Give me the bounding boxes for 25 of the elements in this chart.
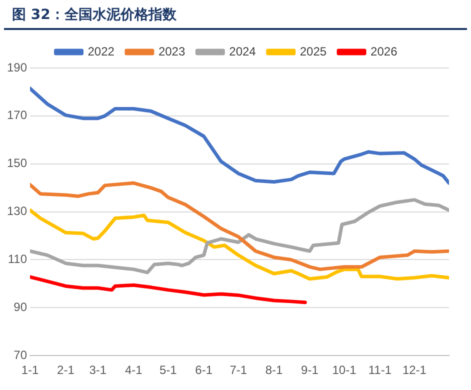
y-tick-label: 130: [6, 204, 28, 218]
x-tick-label: 9-1: [301, 363, 319, 378]
legend-label: 2024: [229, 44, 256, 58]
y-tick-label: 170: [6, 108, 28, 122]
legend-label: 2025: [300, 44, 327, 58]
x-tick-label: 5-1: [159, 363, 178, 378]
x-tick-label: 11-1: [368, 363, 392, 378]
x-tick-label: 2-1: [57, 363, 75, 378]
y-tick-label: 190: [6, 60, 28, 74]
x-tick-label: 6-1: [195, 363, 213, 378]
legend-label: 2022: [88, 44, 115, 58]
x-tick-label: 10-1: [332, 363, 357, 378]
legend-label: 2026: [370, 44, 398, 58]
x-tick-label: 12-1: [402, 363, 427, 378]
x-tick-label: 3-1: [89, 363, 107, 378]
y-tick-label: 150: [6, 156, 28, 170]
x-tick-label: 1-1: [21, 363, 40, 378]
y-tick-label: 70: [14, 348, 28, 362]
legend-label: 2023: [158, 44, 186, 58]
chart-title: 图 32：全国水泥价格指数: [4, 0, 467, 30]
y-tick-label: 90: [14, 300, 28, 314]
x-tick-label: 4-1: [124, 363, 143, 378]
y-tick-label: 110: [8, 252, 28, 266]
x-tick-label: 8-1: [265, 363, 284, 378]
x-tick-label: 7-1: [230, 363, 248, 378]
